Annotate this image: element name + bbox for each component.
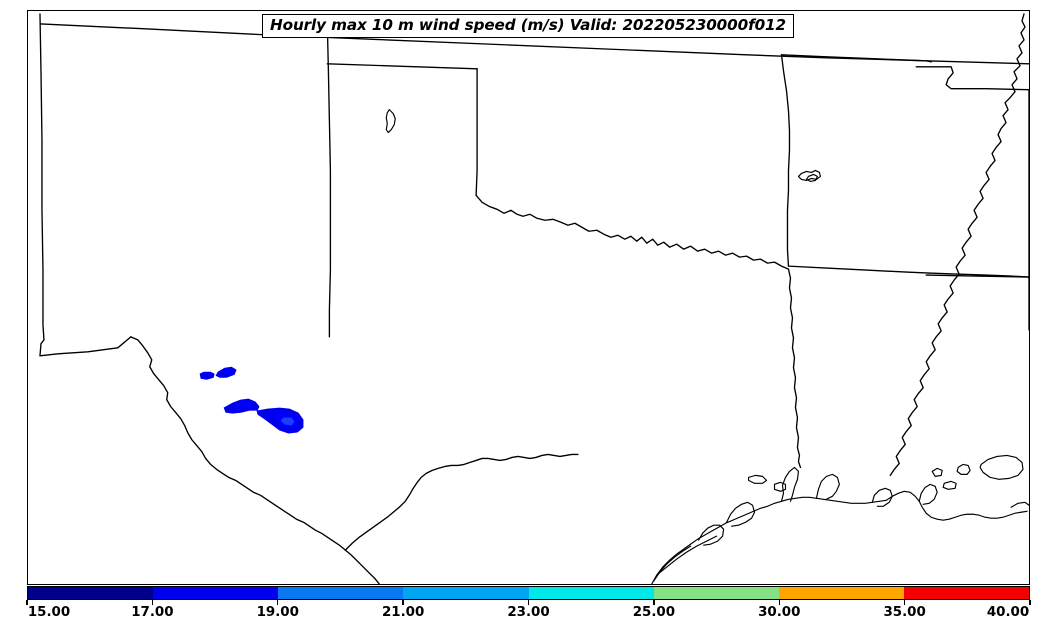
wind-blob-center-core — [235, 401, 254, 408]
colorbar-label-25.00: 25.00 — [632, 605, 676, 620]
coast-lake-charles — [871, 487, 893, 507]
border-arkansas-missouri — [780, 54, 932, 63]
colorbar-label-30.00: 30.00 — [758, 605, 801, 620]
wind-blob-southeast-inner — [280, 417, 295, 426]
border-texas-panhandle-west — [326, 27, 332, 338]
colorbar-segment-19-21 — [278, 587, 404, 599]
border-oklahoma-panhandle-east — [475, 68, 478, 197]
colorbar-label-19.00: 19.00 — [256, 605, 299, 620]
wind-blob-nw-a — [199, 371, 215, 380]
wind-speed-contours — [199, 366, 304, 434]
border-texas-mexico-east — [344, 453, 579, 551]
colorbar-tick-marks — [26, 600, 1031, 608]
lake-arkansas — [797, 169, 821, 181]
colorbar-label-23.00: 23.00 — [507, 605, 550, 620]
coast-louisiana-marsh-a — [885, 490, 1028, 521]
coast-texas-main — [651, 496, 887, 584]
colorbar-segment-23-25 — [528, 587, 654, 599]
border-oklahoma-panhandle-north — [40, 23, 748, 56]
colorbar-tick-17.00 — [151, 600, 154, 605]
colorbar-segment-17-19 — [153, 587, 279, 599]
colorbar-tick-40.00 — [1029, 600, 1031, 605]
border-mississippi-north — [915, 66, 1029, 91]
border-new-mexico-east — [39, 13, 45, 341]
coast-corpus-bay — [698, 524, 725, 546]
colorbar-segment-35-40 — [903, 587, 1029, 599]
border-texas-louisiana — [787, 268, 802, 469]
colorbar-segment-21-23 — [403, 587, 529, 599]
political-boundaries — [39, 13, 1029, 584]
colorbar — [27, 586, 1030, 600]
river-rio-grande — [130, 336, 380, 584]
border-louisiana-mississippi-east — [925, 274, 1029, 278]
coast-barrier-island-d — [942, 480, 957, 490]
colorbar-segment-15-17 — [28, 587, 154, 599]
coast-barrier-island-a — [747, 474, 768, 484]
lake-arkansas-b — [805, 173, 818, 182]
map-plot-area — [27, 10, 1030, 585]
coast-matagorda-bay — [726, 501, 756, 527]
colorbar-tick-25.00 — [653, 600, 655, 605]
colorbar-label-15.00: 15.00 — [27, 605, 71, 620]
coast-atchafalaya — [918, 483, 938, 505]
colorbar-tick-19.00 — [277, 600, 279, 605]
colorbar-label-35.00: 35.00 — [883, 605, 926, 620]
plot-title: Hourly max 10 m wind speed (m/s) Valid: … — [262, 14, 794, 39]
river-mississippi — [889, 13, 1026, 477]
map-geography — [39, 13, 1029, 584]
coast-delta-islands — [1010, 501, 1029, 508]
coast-lake-maurepas — [956, 463, 971, 475]
colorbar-tick-15.00 — [26, 600, 28, 605]
coast-sabine-lake — [815, 473, 840, 500]
coast-barrier-island-c — [931, 467, 943, 477]
coast-barrier-island-b — [773, 481, 787, 492]
inland-water-features — [385, 109, 821, 182]
colorbar-label-40.00: 40.00 — [986, 605, 1030, 620]
border-new-mexico-south — [39, 336, 132, 357]
border-oklahoma-panhandle-south — [326, 63, 478, 70]
border-oklahoma-arkansas — [780, 54, 791, 267]
border-red-river-texas-oklahoma — [475, 194, 790, 270]
coast-galveston-bay — [780, 466, 800, 502]
lake-texas-panhandle — [385, 109, 396, 134]
coast-padre-island — [656, 535, 718, 576]
border-arkansas-louisiana — [787, 265, 930, 274]
coast-lake-pontchartrain — [979, 454, 1024, 480]
colorbar-label-21.00: 21.00 — [381, 605, 425, 620]
coast-laguna-madre — [653, 545, 692, 582]
colorbar-tick-labels: 15.00 17.00 19.00 21.00 23.00 25.00 30.00 35.00… — [0, 605, 1057, 629]
colorbar-label-17.00: 17.00 — [131, 605, 174, 620]
colorbar-tick-23.00 — [527, 600, 530, 605]
colorbar-tick-21.00 — [402, 600, 404, 605]
colorbar-tick-30.00 — [778, 600, 780, 605]
colorbar-segment-25-30 — [653, 587, 779, 599]
coastline-gulf — [651, 454, 1029, 584]
colorbar-tick-35.00 — [903, 600, 906, 605]
wind-blob-nw-b-core — [221, 368, 233, 375]
colorbar-segment-30-35 — [778, 587, 904, 599]
